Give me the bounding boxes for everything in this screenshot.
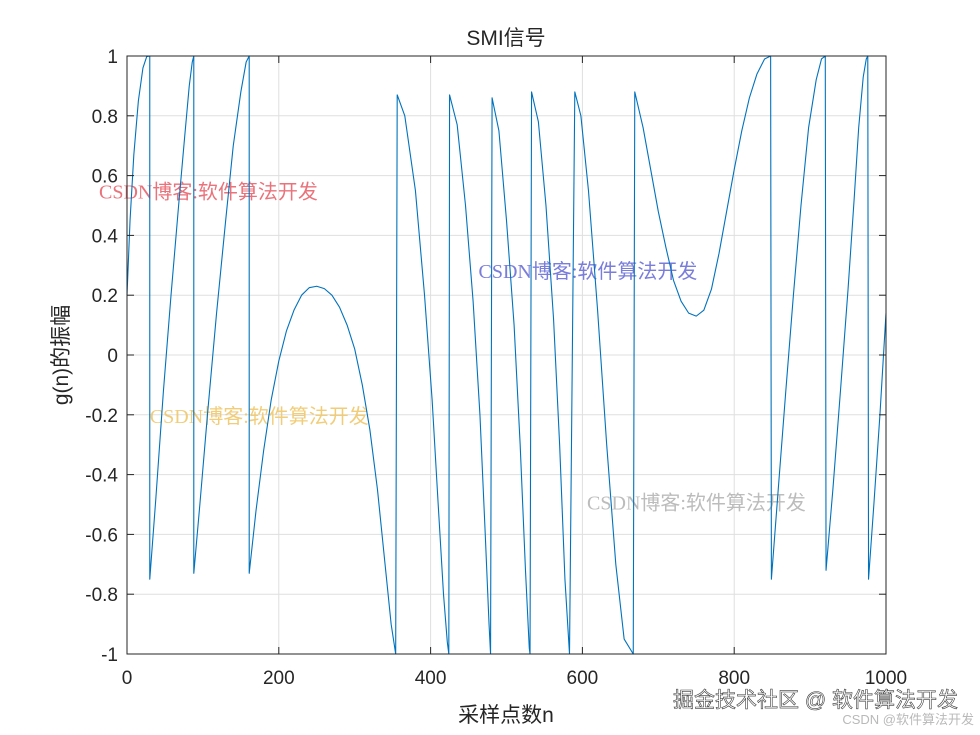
x-tick-label: 0 bbox=[122, 668, 133, 689]
y-tick-label: -0.8 bbox=[85, 585, 118, 606]
y-tick-label: 0.4 bbox=[92, 226, 119, 247]
x-tick-label: 800 bbox=[718, 668, 750, 689]
x-axis-label: 采样点数n bbox=[458, 704, 554, 727]
y-tick-label: -1 bbox=[101, 645, 118, 666]
y-tick-label: -0.2 bbox=[85, 406, 118, 427]
x-tick-label: 400 bbox=[415, 668, 447, 689]
csdn-watermark: CSDN博客:软件算法开发 bbox=[479, 260, 698, 283]
y-tick-label: 0 bbox=[107, 346, 118, 367]
x-tick-label: 200 bbox=[263, 668, 295, 689]
axis-ticks bbox=[126, 55, 887, 655]
csdn-watermark: CSDN博客:软件算法开发 bbox=[150, 405, 369, 428]
y-axis-label: g(n)的振幅 bbox=[50, 305, 73, 405]
tick-labels: 0 200 400 600 800 1000 1 0.8 0.6 0.4 0.2 0 -0.2 -0.4 -… bbox=[85, 47, 907, 689]
y-tick-label: 0.6 bbox=[92, 167, 118, 188]
x-tick-label: 1000 bbox=[865, 668, 907, 689]
csdn-watermark: CSDN博客:软件算法开发 bbox=[99, 181, 318, 204]
y-tick-label: -0.6 bbox=[85, 525, 118, 546]
y-tick-label: 1 bbox=[107, 47, 118, 68]
watermarks: CSDN博客:软件算法开发 CSDN博客:软件算法开发 CSDN博客:软件算法开发 C… bbox=[99, 181, 806, 515]
series-line bbox=[126, 55, 887, 655]
y-tick-label: 0.8 bbox=[92, 107, 118, 128]
x-tick-label: 600 bbox=[567, 668, 599, 689]
y-tick-label: 0.2 bbox=[92, 286, 118, 307]
smi-signal-line bbox=[126, 55, 887, 655]
chart-title: SMI信号 bbox=[466, 27, 545, 50]
footer-watermark-sub: CSDN @软件算法开发 bbox=[842, 712, 974, 727]
csdn-watermark: CSDN博客:软件算法开发 bbox=[587, 492, 806, 515]
footer-watermark-main: 掘金技术社区 @ 软件算法开发 bbox=[673, 689, 958, 712]
y-tick-label: -0.4 bbox=[85, 466, 118, 487]
